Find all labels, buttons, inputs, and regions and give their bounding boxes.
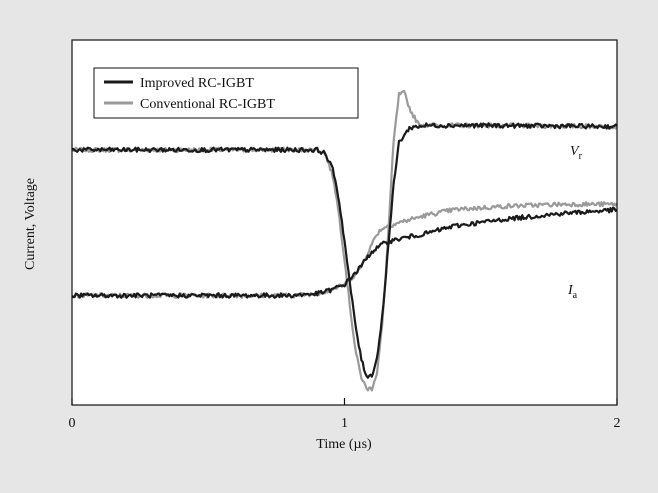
curve-label-vr-main: V [570,144,580,159]
curve-label-vr-sub: r [579,151,583,162]
x-axis-title: Time (µs) [316,437,372,452]
curve-label-ia: Ia [567,283,578,301]
series-line-improved-vr [71,122,618,379]
x-tick-label: 2 [614,416,621,431]
series-line-improved-ia [71,206,618,299]
legend-label-conventional: Conventional RC-IGBT [140,97,275,112]
curve-label-ia-main: I [567,283,574,298]
series-layer [71,90,619,392]
curve-label-vr: Vr [570,144,583,162]
legend-box [93,67,359,119]
x-tick-label: 1 [341,416,348,431]
x-tick-label: 0 [69,416,76,431]
curve-label-ia-sub: a [573,290,578,301]
legend: Improved RC-IGBT Conventional RC-IGBT [93,67,359,119]
x-ticks: 0 1 2 [69,398,621,431]
legend-label-improved: Improved RC-IGBT [140,76,254,91]
y-axis-title: Current, Voltage [23,178,38,270]
